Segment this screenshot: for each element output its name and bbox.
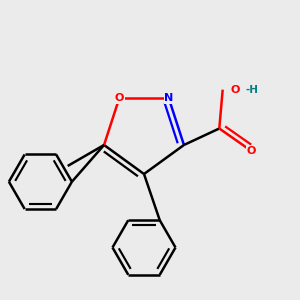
Text: O: O (115, 93, 124, 103)
Text: O: O (247, 146, 256, 156)
Text: O: O (230, 85, 240, 94)
Text: N: N (164, 93, 173, 103)
Text: -H: -H (245, 85, 258, 94)
